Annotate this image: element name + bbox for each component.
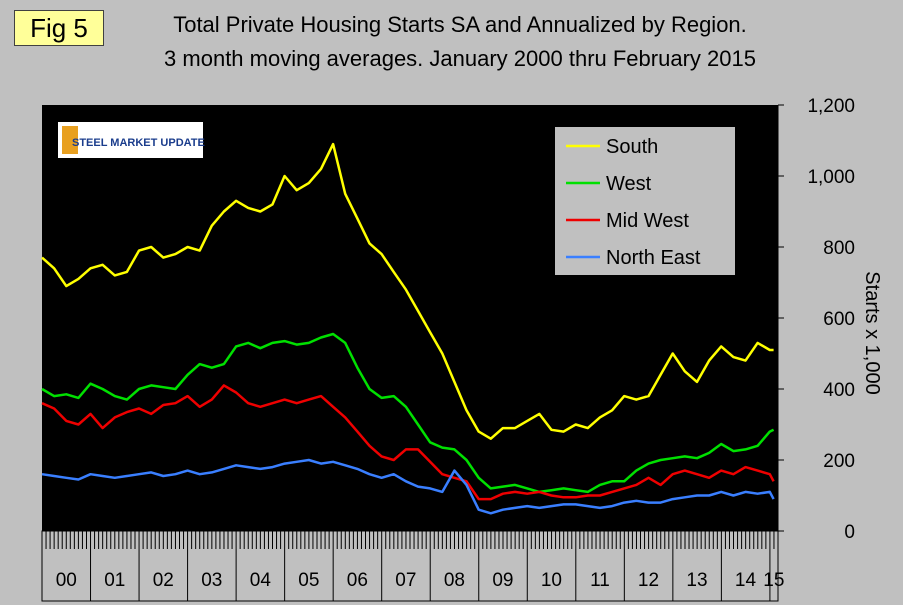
series-lines — [41, 142, 775, 515]
figure-label: Fig 5 — [14, 10, 104, 46]
y-tick-label: 400 — [823, 380, 855, 401]
x-year-label: 12 — [638, 570, 659, 591]
x-year-label: 06 — [347, 570, 368, 591]
x-year-label: 08 — [444, 570, 465, 591]
y-tick-label: 0 — [844, 522, 855, 543]
chart-subtitle: 3 month moving averages. January 2000 th… — [164, 46, 756, 71]
y-tick-label: 800 — [823, 238, 855, 259]
x-year-label: 02 — [153, 570, 174, 591]
legend-label-mid-west: Mid West — [606, 210, 689, 232]
series-line-mid-west — [41, 384, 775, 501]
x-year-label: 03 — [201, 570, 222, 591]
chart-title: Total Private Housing Starts SA and Annu… — [173, 12, 747, 37]
x-year-label: 01 — [104, 570, 125, 591]
y-axis: 0 200 400 600 800 1,000 1,200 — [777, 96, 855, 543]
x-year-label: 13 — [686, 570, 707, 591]
x-axis-year-labels: 00 01 02 03 04 05 06 07 08 09 10 11 12 13 14 15 — [56, 570, 785, 591]
x-year-label: 14 — [735, 570, 757, 591]
legend-label-north-east: North East — [606, 247, 701, 269]
logo: STEEL MARKET UPDATE — [58, 122, 205, 158]
logo-text: STEEL MARKET UPDATE — [72, 137, 205, 149]
series-line-south — [41, 142, 774, 440]
series-line-west — [41, 332, 775, 494]
x-year-label: 15 — [763, 570, 784, 591]
y-tick-label: 600 — [823, 309, 855, 330]
legend-label-west: West — [606, 173, 652, 195]
x-year-label: 04 — [250, 570, 272, 591]
x-axis-ticks — [41, 531, 779, 601]
y-axis-label: Starts x 1,000 — [861, 271, 883, 394]
x-year-label: 10 — [541, 570, 562, 591]
series-line-north-east — [41, 458, 775, 515]
legend: South West Mid West North East — [555, 127, 735, 275]
x-year-label: 05 — [298, 570, 319, 591]
x-year-label: 11 — [590, 570, 610, 591]
x-year-label: 09 — [492, 570, 513, 591]
y-tick-label: 1,200 — [807, 96, 855, 117]
y-tick-label: 1,000 — [807, 167, 855, 188]
x-year-label: 00 — [56, 570, 77, 591]
y-tick-label: 200 — [823, 451, 855, 472]
legend-label-south: South — [606, 136, 658, 158]
x-year-label: 07 — [395, 570, 416, 591]
